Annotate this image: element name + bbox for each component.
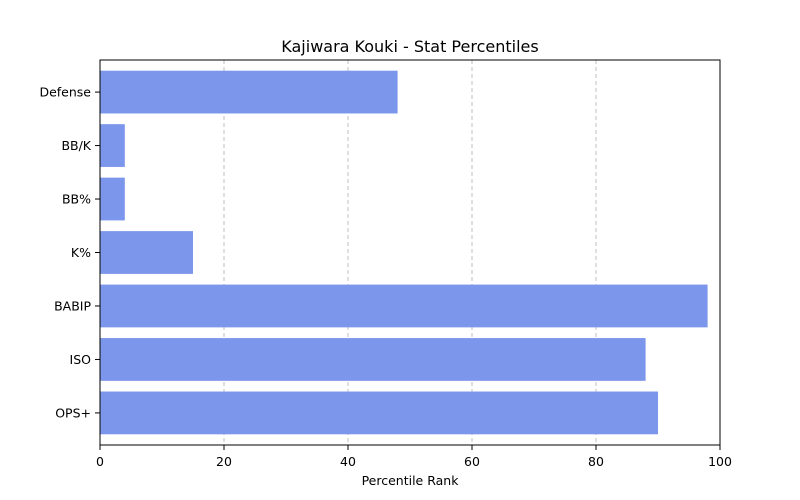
bar-defense [100, 70, 398, 114]
x-tick-label: 20 [216, 454, 232, 469]
y-tick-label-opsplus: OPS+ [55, 405, 91, 420]
x-axis-ticks: 0 20 40 60 80 100 [96, 445, 732, 469]
bar-bbpct [100, 177, 125, 221]
bar-bb-k [100, 124, 125, 167]
chart-title: Kajiwara Kouki - Stat Percentiles [281, 37, 538, 56]
y-tick-label-bb-k: BB/K [61, 138, 91, 153]
x-tick-label: 80 [588, 454, 604, 469]
x-tick-label: 100 [708, 454, 732, 469]
bar-opsplus [100, 391, 658, 435]
bars [100, 70, 708, 435]
y-tick-label-iso: ISO [70, 352, 92, 367]
x-tick-label: 60 [464, 454, 480, 469]
x-tick-label: 40 [340, 454, 356, 469]
bar-babip [100, 284, 708, 328]
y-tick-label-kpct: K% [71, 245, 91, 260]
y-tick-label-babip: BABIP [54, 298, 91, 313]
y-tick-label-defense: Defense [39, 85, 91, 100]
y-axis-ticks: OPS+ ISO BABIP K% BB% BB/K Defense [39, 85, 100, 420]
bar-kpct [100, 231, 193, 274]
x-gridlines [223, 60, 597, 445]
y-tick-label-bbpct: BB% [62, 192, 91, 207]
x-axis-label: Percentile Rank [362, 473, 460, 488]
bar-iso [100, 338, 646, 381]
x-tick-label: 0 [96, 454, 104, 469]
